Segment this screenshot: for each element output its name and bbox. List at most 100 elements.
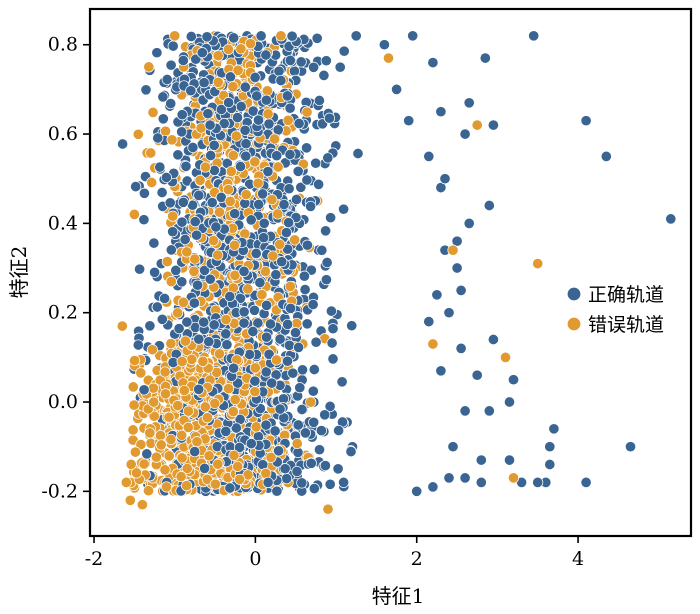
point-wrong [289,234,301,246]
point-correct [321,256,333,269]
point-correct [299,427,311,439]
point-wrong [274,238,286,250]
point-wrong [154,429,167,442]
point-wrong [249,386,261,398]
point-correct [251,90,263,102]
point-wrong [507,472,520,484]
point-wrong [175,471,187,483]
point-correct [334,61,346,73]
point-correct [324,478,336,490]
point-correct [423,150,435,162]
point-correct [283,339,295,351]
x-tick-label: 0 [249,548,261,570]
point-correct [176,109,188,121]
point-correct [293,117,305,130]
point-correct [455,284,467,296]
point-correct [313,444,326,456]
point-correct [238,265,250,277]
point-correct [323,112,336,124]
point-correct [138,187,150,199]
point-correct [435,365,447,377]
point-wrong [232,460,244,473]
point-wrong [250,421,262,433]
point-wrong [222,43,234,55]
point-correct [176,216,188,228]
point-correct [435,106,447,118]
point-correct [479,52,491,64]
point-correct [332,463,344,475]
point-correct [189,216,201,228]
point-correct [189,446,201,458]
point-correct [260,49,272,61]
scatter-points [116,30,677,515]
point-correct [427,481,439,493]
point-wrong [240,189,252,201]
point-correct [301,239,313,251]
point-correct [193,383,205,395]
point-wrong [135,439,147,451]
point-wrong [159,366,171,378]
point-wrong [177,296,189,308]
point-correct [338,45,350,57]
point-correct [151,301,163,313]
point-wrong [209,478,221,490]
point-correct [228,32,240,44]
point-correct [463,97,475,109]
point-wrong [532,258,544,270]
point-correct [299,284,311,296]
point-correct [247,105,259,117]
point-correct [276,256,288,268]
point-correct [239,124,251,136]
point-correct [296,477,308,489]
point-wrong [191,436,203,448]
point-wrong [179,335,191,347]
y-tick-label: 0.6 [48,123,78,145]
point-wrong [116,320,128,332]
point-correct [483,405,495,417]
point-wrong [267,250,279,262]
point-correct [185,85,197,97]
point-wrong [136,499,148,511]
point-correct [275,74,287,87]
point-correct [258,232,270,244]
point-correct [307,385,319,397]
y-tick-label: -0.2 [41,480,78,502]
point-correct [161,73,173,86]
point-wrong [129,355,141,367]
point-wrong [143,61,155,73]
point-correct [263,348,275,360]
point-correct [403,115,415,127]
point-correct [308,363,320,376]
x-axis: -2 0 2 4 [85,536,584,570]
point-wrong [132,128,144,140]
point-correct [130,181,142,193]
point-wrong [222,184,234,196]
point-wrong [213,206,226,218]
point-correct [313,94,325,107]
point-correct [288,65,300,77]
point-wrong [212,458,224,470]
point-wrong [128,399,140,411]
point-correct [624,441,637,453]
point-correct [273,445,285,457]
point-wrong [261,85,273,97]
point-correct [260,94,272,106]
point-correct [176,276,188,288]
point-correct [475,454,487,466]
point-correct [240,150,252,162]
point-correct [528,30,540,42]
point-correct [262,476,274,488]
point-correct [165,98,177,110]
point-correct [170,264,182,276]
point-correct [315,425,327,437]
point-correct [451,235,463,247]
point-correct [208,139,220,151]
plot-frame [88,7,693,538]
point-correct [221,339,233,351]
point-wrong [181,462,193,475]
point-correct [218,118,230,130]
point-wrong [127,381,139,393]
point-correct [336,376,348,388]
point-correct [287,367,299,379]
